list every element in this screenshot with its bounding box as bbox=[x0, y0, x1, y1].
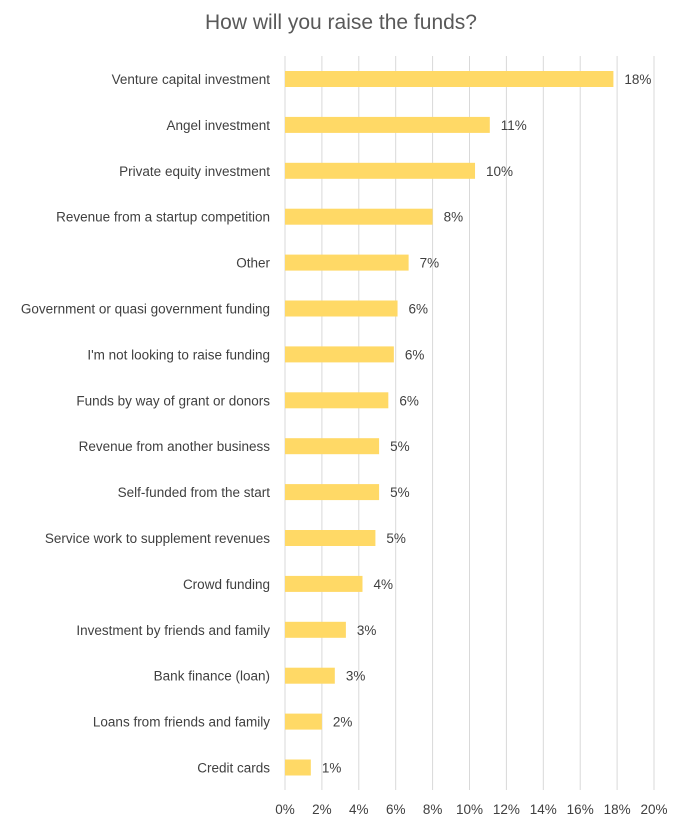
data-label: 6% bbox=[399, 393, 419, 408]
category-label: Funds by way of grant or donors bbox=[76, 393, 270, 408]
data-label: 7% bbox=[420, 256, 440, 271]
bar bbox=[285, 116, 490, 133]
category-label: Investment by friends and family bbox=[76, 623, 270, 638]
chart-title: How will you raise the funds? bbox=[205, 11, 477, 34]
category-label: Other bbox=[236, 256, 270, 271]
category-label: Revenue from a startup competition bbox=[56, 210, 270, 225]
data-label: 5% bbox=[386, 531, 406, 546]
data-label: 11% bbox=[501, 118, 527, 133]
data-labels: 18% 11% 10% 8% 7% 6% 6% 6% 5% 5% 5% 4% 3% 3% 2% 1% bbox=[322, 72, 652, 776]
bar bbox=[285, 759, 311, 776]
data-label: 1% bbox=[322, 761, 342, 776]
category-label: Angel investment bbox=[166, 118, 270, 133]
data-label: 3% bbox=[346, 669, 366, 684]
bar bbox=[285, 162, 476, 179]
x-tick-label: 16% bbox=[567, 802, 594, 817]
data-label: 6% bbox=[409, 302, 429, 317]
bar bbox=[285, 484, 380, 501]
x-tick-label: 18% bbox=[604, 802, 631, 817]
data-label: 18% bbox=[624, 72, 651, 87]
bar bbox=[285, 392, 389, 409]
data-label: 6% bbox=[405, 347, 425, 362]
category-label: Credit cards bbox=[197, 761, 270, 776]
bar bbox=[285, 667, 335, 684]
category-label: Venture capital investment bbox=[112, 72, 271, 87]
x-tick-label: 14% bbox=[530, 802, 557, 817]
category-label: Service work to supplement revenues bbox=[45, 531, 270, 546]
bar bbox=[285, 530, 376, 546]
bars bbox=[285, 71, 614, 776]
data-label: 5% bbox=[390, 439, 410, 454]
category-label: Private equity investment bbox=[119, 164, 270, 179]
data-label: 10% bbox=[486, 164, 513, 179]
x-tick-label: 12% bbox=[493, 802, 520, 817]
category-label: Crowd funding bbox=[183, 577, 270, 592]
data-label: 4% bbox=[373, 577, 393, 592]
data-label: 3% bbox=[357, 623, 377, 638]
category-label: Loans from friends and family bbox=[93, 715, 270, 730]
category-label: Bank finance (loan) bbox=[154, 669, 270, 684]
data-label: 5% bbox=[390, 485, 410, 500]
bar bbox=[285, 346, 394, 363]
bar bbox=[285, 621, 346, 638]
bar bbox=[285, 300, 398, 317]
bar bbox=[285, 713, 322, 730]
data-label: 8% bbox=[444, 210, 464, 225]
bar bbox=[285, 254, 409, 271]
x-tick-label: 20% bbox=[640, 802, 667, 817]
category-label: Government or quasi government funding bbox=[21, 302, 270, 317]
x-tick-label: 8% bbox=[423, 802, 443, 817]
x-tick-label: 10% bbox=[456, 802, 483, 817]
x-tick-label: 0% bbox=[275, 802, 295, 817]
category-label: I'm not looking to raise funding bbox=[87, 347, 270, 362]
x-tick-label: 2% bbox=[312, 802, 332, 817]
bar bbox=[285, 575, 363, 592]
x-axis-tick-labels: 0% 2% 4% 6% 8% 10% 12% 14% 16% 18% 20% bbox=[275, 802, 667, 817]
category-label: Self-funded from the start bbox=[118, 485, 271, 500]
data-label: 2% bbox=[333, 715, 353, 730]
category-label: Revenue from another business bbox=[79, 439, 271, 454]
category-labels: Venture capital investment Angel investme… bbox=[21, 72, 271, 776]
bar bbox=[285, 208, 433, 225]
x-tick-label: 6% bbox=[386, 802, 406, 817]
bar bbox=[285, 71, 614, 87]
x-tick-label: 4% bbox=[349, 802, 369, 817]
bar bbox=[285, 438, 380, 455]
